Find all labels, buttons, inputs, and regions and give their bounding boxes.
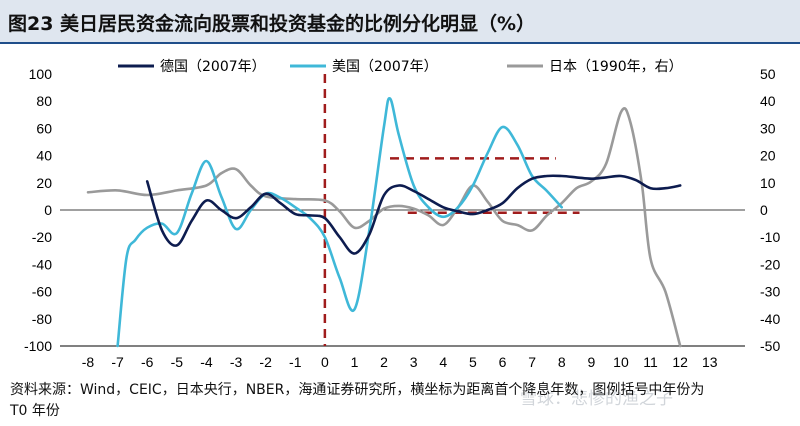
x-tick-label: -2: [259, 354, 272, 370]
y-right-tick-label: 40: [760, 93, 776, 109]
x-tick-label: 0: [321, 354, 329, 370]
series-line-japan: [86, 107, 682, 348]
y-right-tick-label: 10: [760, 175, 776, 191]
x-tick-label: 11: [643, 354, 658, 370]
y-left-tick-label: 0: [44, 202, 52, 218]
y-right-tick-label: 50: [760, 66, 776, 82]
y-left-tick-label: -20: [32, 229, 52, 245]
title-bar: 图23 美日居民资金流向股票和投资基金的比例分化明显（%）: [0, 0, 800, 44]
x-tick-label: 5: [469, 354, 477, 370]
y-right-tick-label: -50: [760, 338, 780, 354]
y-right-tick-label: 30: [760, 120, 776, 136]
x-tick-label: 8: [558, 354, 566, 370]
x-tick-label: 12: [672, 354, 688, 370]
x-tick-label: 2: [380, 354, 388, 370]
x-tick-label: 4: [439, 354, 447, 370]
x-tick-label: -6: [141, 354, 154, 370]
x-tick-label: 10: [613, 354, 629, 370]
y-left-tick-label: 20: [36, 175, 52, 191]
y-right-tick-label: -10: [760, 229, 780, 245]
y-left-tick-label: -40: [32, 256, 52, 272]
chart-title: 图23 美日居民资金流向股票和投资基金的比例分化明显（%）: [8, 13, 536, 35]
x-tick-label: -5: [171, 354, 184, 370]
source-note: 资料来源：Wind，CEIC，日本央行，NBER，海通证券研究所，横坐标为距离首…: [10, 380, 795, 422]
y-right-tick-label: 0: [760, 202, 768, 218]
series-line-usa: [116, 97, 563, 348]
legend-label-usa: 美国（2007年）: [332, 59, 438, 75]
y-left-tick-label: 40: [36, 148, 52, 164]
x-tick-label: 3: [410, 354, 418, 370]
y-right-tick-label: -40: [760, 311, 780, 327]
source-line-2: T0 年份: [10, 403, 60, 419]
x-tick-label: 7: [528, 354, 536, 370]
y-left-tick-label: -80: [32, 311, 52, 327]
legend-label-germany: 德国（2007年）: [160, 59, 266, 75]
x-tick-label: 1: [351, 354, 359, 370]
y-right-tick-label: -30: [760, 284, 780, 300]
source-line-1: 资料来源：Wind，CEIC，日本央行，NBER，海通证券研究所，横坐标为距离首…: [10, 382, 705, 398]
y-left-tick-label: 100: [29, 66, 53, 82]
y-left-tick-label: -60: [32, 284, 52, 300]
series-line-germany: [145, 174, 682, 255]
y-left-tick-label: 60: [36, 120, 52, 136]
y-right-tick-label: 20: [760, 148, 776, 164]
y-right-tick-label: -20: [760, 256, 780, 272]
y-left-tick-label: 80: [36, 93, 52, 109]
x-tick-label: -7: [111, 354, 124, 370]
x-tick-label: 6: [499, 354, 507, 370]
x-tick-label: 9: [587, 354, 595, 370]
legend-label-japan: 日本（1990年，右）: [549, 59, 683, 75]
line-chart: -8 -7 -6 -5 -4 -3 -2 -1 0 1 2 3 4 5 6 7 8 9 10 11 12 13-100-8…: [24, 59, 780, 370]
x-tick-label: 13: [702, 354, 718, 370]
y-left-tick-label: -100: [24, 338, 52, 354]
x-tick-label: -1: [289, 354, 302, 370]
x-tick-label: -3: [230, 354, 243, 370]
x-tick-label: -8: [82, 354, 95, 370]
x-tick-label: -4: [200, 354, 213, 370]
watermark-text: 雪球：悲惨的渔之子: [520, 389, 673, 409]
